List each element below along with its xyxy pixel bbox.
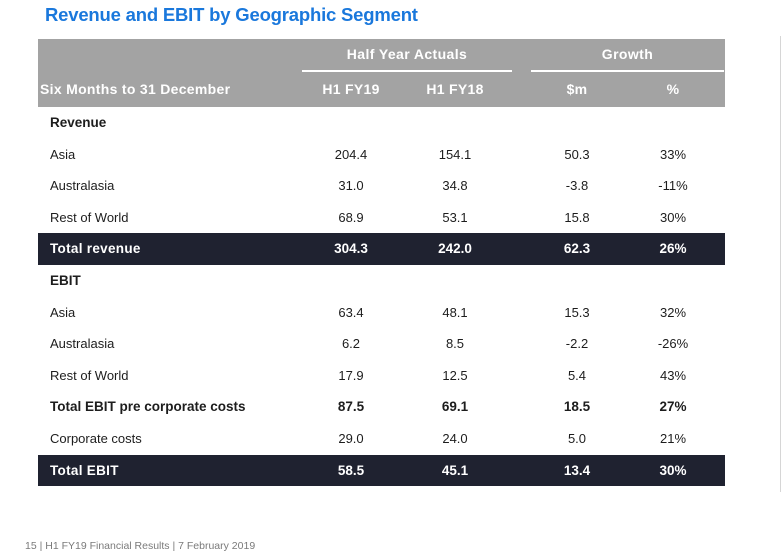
cell-pct: 21% xyxy=(659,430,687,446)
cell-pct: 32% xyxy=(659,304,687,320)
table-row: Rest of World 17.9 12.5 5.4 43% xyxy=(38,360,725,392)
cell-sm: 13.4 xyxy=(563,462,591,478)
group-header-growth: Growth xyxy=(601,46,654,62)
cell-h1fy19: 204.4 xyxy=(334,146,368,162)
row-label: Asia xyxy=(50,146,76,162)
cell-h1fy18: 242.0 xyxy=(438,241,472,257)
page-footer: 15 | H1 FY19 Financial Results | 7 Febru… xyxy=(25,540,256,552)
segment-table: Half Year Actuals Growth Six Months to 3… xyxy=(38,39,725,487)
col-header-pct: % xyxy=(666,81,680,97)
cell-sm: 62.3 xyxy=(563,241,591,257)
col-header-h1fy19: H1 FY19 xyxy=(322,81,380,97)
cell-h1fy18: 34.8 xyxy=(442,178,468,194)
cell-h1fy18: 154.1 xyxy=(438,146,472,162)
row-label: Corporate costs xyxy=(50,430,142,446)
cell-pct: 33% xyxy=(659,146,687,162)
row-label: Revenue xyxy=(50,115,107,130)
cell-sm: -3.8 xyxy=(565,178,589,194)
row-label: Australasia xyxy=(50,336,115,352)
group-header-half-year-actuals: Half Year Actuals xyxy=(346,46,468,62)
cell-h1fy18: 48.1 xyxy=(442,304,468,320)
section-header-row: Revenue xyxy=(38,107,725,139)
cell-h1fy18: 24.0 xyxy=(442,430,468,446)
table-body: Revenue Asia 204.4 154.1 50.3 33% Australasia 3… xyxy=(38,107,725,487)
cell-sm: 5.4 xyxy=(567,367,587,383)
table-row: Australasia 6.2 8.5 -2.2 -26% xyxy=(38,328,725,360)
cell-sm: 15.8 xyxy=(564,209,590,225)
cell-pct: 30% xyxy=(659,462,687,478)
table-header: Half Year Actuals Growth Six Months to 3… xyxy=(38,39,725,107)
row-label: Total EBIT xyxy=(50,462,119,478)
cell-pct: 43% xyxy=(659,367,687,383)
cell-pct: -11% xyxy=(658,178,688,194)
total-row: Total EBIT 58.5 45.1 13.4 30% xyxy=(38,454,725,487)
cell-h1fy18: 45.1 xyxy=(441,462,469,478)
table-row: Rest of World 68.9 53.1 15.8 30% xyxy=(38,202,725,234)
row-header-label: Six Months to 31 December xyxy=(40,81,231,97)
row-label: Asia xyxy=(50,304,76,320)
cell-h1fy19: 17.9 xyxy=(338,367,364,383)
section-header-row: EBIT xyxy=(38,265,725,297)
cell-h1fy18: 12.5 xyxy=(442,367,468,383)
cell-h1fy19: 31.0 xyxy=(338,178,364,194)
row-label: Australasia xyxy=(50,178,115,194)
table-row: Total EBIT pre corporate costs 87.5 69.1 18… xyxy=(38,391,725,423)
cell-h1fy19: 6.2 xyxy=(341,336,361,352)
cell-h1fy19: 29.0 xyxy=(338,430,364,446)
page-title: Revenue and EBIT by Geographic Segment xyxy=(45,4,418,25)
group-underline-actuals xyxy=(302,70,512,72)
group-underline-growth xyxy=(531,70,724,72)
cell-sm: 50.3 xyxy=(564,146,590,162)
col-header-h1fy18: H1 FY18 xyxy=(426,81,484,97)
cell-pct: -26% xyxy=(657,336,689,352)
cell-pct: 27% xyxy=(659,399,687,415)
cell-h1fy18: 8.5 xyxy=(445,336,465,352)
cell-h1fy19: 58.5 xyxy=(337,462,365,478)
cell-pct: 30% xyxy=(659,209,687,225)
table-row: Asia 63.4 48.1 15.3 32% xyxy=(38,297,725,329)
table-row: Corporate costs 29.0 24.0 5.0 21% xyxy=(38,423,725,455)
cell-sm: 18.5 xyxy=(563,399,591,415)
row-label: Total revenue xyxy=(50,241,141,257)
cell-h1fy19: 304.3 xyxy=(334,241,368,257)
cell-sm: -2.2 xyxy=(565,336,589,352)
cell-pct: 26% xyxy=(659,241,687,257)
cell-sm: 5.0 xyxy=(567,430,587,446)
cell-sm: 15.3 xyxy=(564,304,590,320)
cell-h1fy19: 63.4 xyxy=(338,304,364,320)
table-row: Australasia 31.0 34.8 -3.8 -11% xyxy=(38,170,725,202)
cell-h1fy19: 68.9 xyxy=(338,209,364,225)
row-label: Rest of World xyxy=(50,367,129,383)
row-label: Total EBIT pre corporate costs xyxy=(50,399,246,415)
row-label: EBIT xyxy=(50,272,81,288)
cell-h1fy19: 87.5 xyxy=(337,399,365,415)
row-label: Rest of World xyxy=(50,209,129,225)
cell-h1fy18: 53.1 xyxy=(442,209,468,225)
total-row: Total revenue 304.3 242.0 62.3 26% xyxy=(38,233,725,265)
cell-h1fy18: 69.1 xyxy=(441,399,469,415)
table-row: Asia 204.4 154.1 50.3 33% xyxy=(38,139,725,171)
col-header-sm: $m xyxy=(566,81,588,97)
